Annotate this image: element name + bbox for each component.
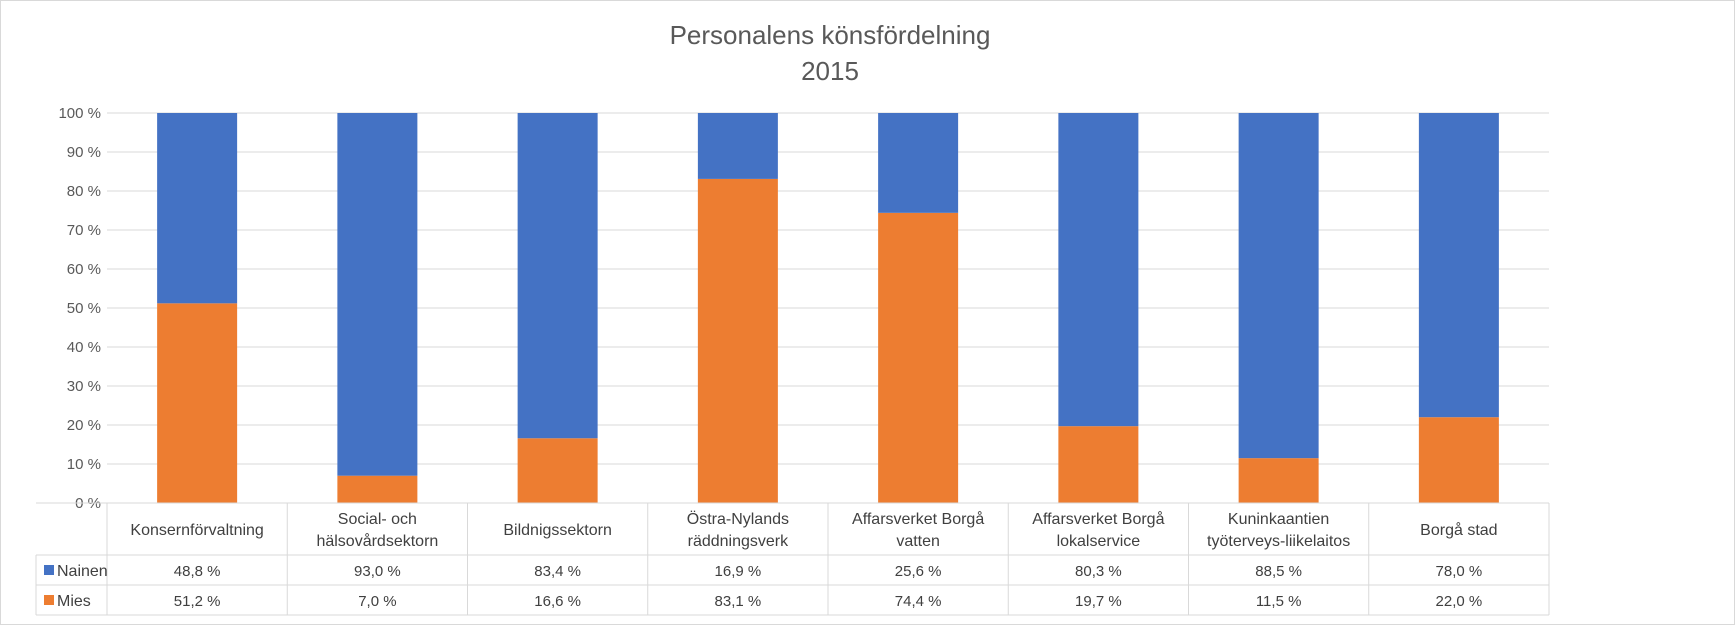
y-tick-label: 70 %	[67, 222, 101, 239]
category-label-5: vatten	[896, 533, 940, 550]
y-tick-label: 40 %	[67, 339, 101, 356]
data-label-nainen-7: 88,5 %	[1255, 563, 1302, 580]
data-label-mies-2: 7,0 %	[358, 593, 396, 610]
data-label-nainen-6: 80,3 %	[1075, 563, 1122, 580]
chart-title-line-2: 2015	[801, 56, 859, 86]
bar-mies-2	[337, 475, 418, 503]
bar-mies-3	[517, 438, 598, 503]
legend-key-nainen	[44, 565, 54, 575]
bar-nainen-3	[517, 113, 598, 439]
data-label-mies-6: 19,7 %	[1075, 593, 1122, 610]
y-tick-label: 20 %	[67, 417, 101, 434]
category-label-4: Östra-Nylands	[687, 510, 789, 528]
category-label-2: Social- och	[338, 511, 417, 528]
category-label-4: räddningsverk	[688, 533, 790, 550]
bar-mies-1	[157, 303, 238, 503]
bar-mies-5	[878, 212, 959, 503]
y-tick-label: 100 %	[58, 105, 101, 122]
bar-mies-8	[1418, 417, 1499, 503]
y-tick-label: 30 %	[67, 378, 101, 395]
y-tick-label: 90 %	[67, 144, 101, 161]
legend-label-mies: Mies	[57, 593, 91, 610]
legend-label-nainen: Nainen	[57, 563, 108, 580]
data-label-mies-1: 51,2 %	[174, 593, 221, 610]
data-label-mies-3: 16,6 %	[534, 593, 581, 610]
bar-nainen-1	[157, 113, 238, 304]
y-tick-label: 10 %	[67, 456, 101, 473]
data-label-nainen-3: 83,4 %	[534, 563, 581, 580]
data-label-mies-5: 74,4 %	[895, 593, 942, 610]
category-label-2: hälsovårdsektorn	[316, 532, 438, 550]
data-label-nainen-2: 93,0 %	[354, 563, 401, 580]
bar-nainen-4	[697, 113, 778, 179]
data-label-mies-7: 11,5 %	[1256, 593, 1302, 610]
bar-mies-6	[1058, 426, 1139, 503]
category-label-6: lokalservice	[1057, 533, 1141, 550]
bar-nainen-5	[878, 113, 959, 213]
y-tick-label: 80 %	[67, 183, 101, 200]
data-label-nainen-8: 78,0 %	[1436, 563, 1483, 580]
chart-title-line-1: Personalens könsfördelning	[670, 20, 991, 50]
bar-nainen-7	[1238, 113, 1319, 459]
category-label-8: Borgå stad	[1420, 521, 1497, 539]
category-label-1: Konsernförvaltning	[130, 522, 263, 539]
bar-mies-4	[697, 178, 778, 503]
data-label-nainen-4: 16,9 %	[715, 563, 762, 580]
bar-mies-7	[1238, 458, 1319, 503]
bar-nainen-8	[1418, 113, 1499, 418]
data-label-nainen-5: 25,6 %	[895, 563, 942, 580]
data-label-mies-8: 22,0 %	[1436, 593, 1483, 610]
bar-nainen-6	[1058, 113, 1139, 427]
category-label-5: Affarsverket Borgå	[852, 510, 984, 528]
legend-key-mies	[44, 595, 54, 605]
bar-nainen-2	[337, 113, 418, 476]
y-tick-label: 50 %	[67, 300, 101, 317]
data-label-nainen-1: 48,8 %	[174, 563, 221, 580]
category-label-3: Bildnigssektorn	[503, 522, 612, 539]
y-tick-label: 60 %	[67, 261, 101, 278]
category-label-6: Affarsverket Borgå	[1032, 510, 1164, 528]
category-label-7: Kuninkaantien	[1228, 511, 1329, 528]
category-label-7: työterveys-liikelaitos	[1207, 533, 1350, 550]
data-label-mies-4: 83,1 %	[715, 593, 762, 610]
